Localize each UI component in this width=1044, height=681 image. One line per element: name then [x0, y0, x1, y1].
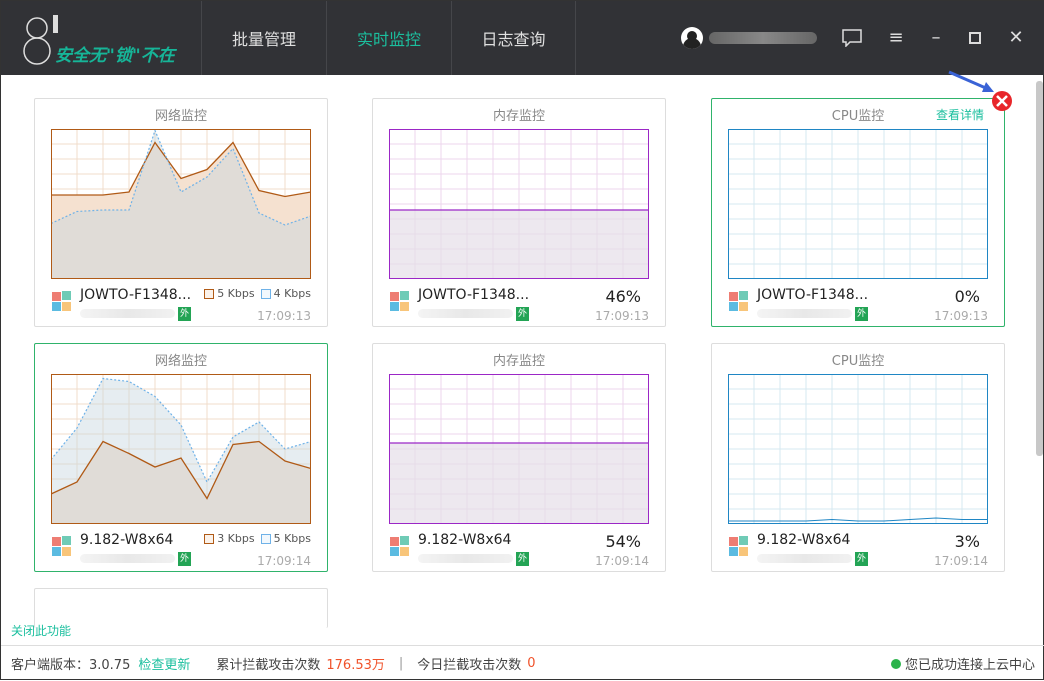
usage-percent: 3% [954, 532, 980, 551]
net-chart [51, 129, 311, 279]
timestamp: 17:09:14 [595, 554, 649, 568]
usage-percent: 46% [605, 287, 641, 306]
cpu-line [728, 517, 988, 522]
series-1-line [51, 440, 311, 500]
timestamp: 17:09:13 [595, 309, 649, 323]
windows-icon [729, 291, 749, 311]
monitor-card-mem[interactable]: 内存监控 9.182-W8x64 54% 外 17:09:14 [372, 343, 666, 572]
check-update-link[interactable]: 检查更新 [138, 658, 191, 673]
avatar [681, 27, 703, 49]
ip-blurred [80, 309, 175, 318]
scrollbar[interactable] [1036, 81, 1043, 456]
external-badge: 外 [516, 552, 529, 566]
maximize-icon[interactable] [962, 25, 988, 51]
version-label: 客户端版本：3.0.75 [11, 658, 131, 673]
card-title: CPU监控 [831, 109, 885, 124]
monitor-card-net[interactable]: 网络监控 9.182-W8x64 3 Kbps 5 Kbps 外 17:09:14 [34, 343, 328, 572]
minimize-icon[interactable]: – [931, 27, 941, 48]
chat-icon[interactable] [839, 25, 865, 51]
series-1-area [51, 441, 311, 524]
ip-blurred [418, 554, 513, 563]
today-blocked-value: 0 [527, 656, 536, 671]
card-title: CPU监控 [831, 354, 885, 369]
separator: | [398, 656, 404, 671]
ip-blurred [757, 554, 852, 563]
nav-batch-manage[interactable]: 批量管理 [201, 1, 326, 75]
mem-chart [389, 129, 649, 279]
host-name: JOWTO-F1348... [80, 287, 192, 303]
annotation-arrow-icon [948, 70, 1012, 111]
series-2-line [51, 377, 311, 484]
close-feature-link[interactable]: 关闭此功能 [11, 624, 72, 638]
logo-text: 安全无"锁"不在 [55, 46, 175, 66]
usage-percent: 54% [605, 532, 641, 551]
monitor-card-mem[interactable]: 内存监控 JOWTO-F1348... 46% 外 17:09:13 [372, 98, 666, 327]
external-badge: 外 [855, 307, 868, 321]
memory-fill [389, 443, 649, 524]
nav-log-query[interactable]: 日志查询 [451, 1, 576, 75]
external-badge: 外 [178, 552, 191, 566]
menu-icon[interactable]: ≡ [888, 27, 904, 48]
card-title: 网络监控 [154, 354, 207, 369]
lion-knocker-icon [23, 15, 58, 65]
windows-icon [729, 536, 749, 556]
series-1-area [51, 142, 311, 279]
ip-blurred [757, 309, 852, 318]
close-icon[interactable]: ✕ [1008, 27, 1024, 48]
total-blocked-label: 累计拦截攻击次数 [216, 658, 321, 673]
title-bar: 安全无"锁"不在 批量管理 实时监控 日志查询 ≡ – ✕ [1, 1, 1044, 75]
host-name: JOWTO-F1348... [757, 287, 869, 303]
connected-status-icon [890, 658, 901, 669]
series-2-area [51, 378, 311, 524]
cpu-chart [728, 374, 988, 524]
windows-icon [390, 291, 410, 311]
windows-icon [52, 291, 72, 311]
series-2-area [51, 130, 311, 279]
host-name: JOWTO-F1348... [418, 287, 530, 303]
timestamp: 17:09:14 [257, 554, 311, 568]
series-2-line [51, 129, 311, 226]
monitor-card-cpu[interactable]: CPU监控 查看详情 JOWTO-F1348... 0% 外 17:09:13 [711, 98, 1005, 327]
ip-blurred [418, 309, 513, 318]
usage-percent: 0% [954, 287, 980, 306]
total-blocked-value: 176.53万 [326, 658, 385, 673]
external-badge: 外 [178, 307, 191, 321]
timestamp: 17:09:13 [934, 309, 988, 323]
card-title: 内存监控 [492, 354, 545, 369]
timestamp: 17:09:13 [257, 309, 311, 323]
monitor-card-partial [34, 588, 328, 628]
user-account[interactable] [681, 27, 817, 49]
windows-icon [390, 536, 410, 556]
chart-legend: 5 Kbps 4 Kbps [204, 287, 311, 300]
host-name: 9.182-W8x64 [80, 532, 174, 548]
monitor-card-net[interactable]: 网络监控 JOWTO-F1348... 5 Kbps 4 Kbps 外 17:09… [34, 98, 328, 327]
connection-status: 您已成功连接上云中心 [904, 658, 1035, 673]
series-1-line [51, 141, 311, 198]
username-blurred [709, 32, 817, 44]
host-name: 9.182-W8x64 [757, 532, 851, 548]
cpu-chart [728, 129, 988, 279]
mem-chart [389, 374, 649, 524]
host-name: 9.182-W8x64 [418, 532, 512, 548]
view-details-link[interactable]: 查看详情 [935, 108, 984, 122]
ip-blurred [80, 554, 175, 563]
card-title: 内存监控 [492, 109, 545, 124]
external-badge: 外 [855, 552, 868, 566]
external-badge: 外 [516, 307, 529, 321]
chart-legend: 3 Kbps 5 Kbps [204, 532, 311, 545]
logo: 安全无"锁"不在 [19, 11, 189, 66]
status-bar: 客户端版本：3.0.75 检查更新 累计拦截攻击次数 176.53万 | 今日拦… [1, 645, 1044, 681]
today-blocked-label: 今日拦截攻击次数 [417, 658, 522, 673]
windows-icon [52, 536, 72, 556]
card-title: 网络监控 [154, 109, 207, 124]
net-chart [51, 374, 311, 524]
timestamp: 17:09:14 [934, 554, 988, 568]
monitor-card-cpu[interactable]: CPU监控 9.182-W8x64 3% 外 17:09:14 [711, 343, 1005, 572]
nav-realtime-monitor[interactable]: 实时监控 [326, 1, 451, 75]
memory-fill [389, 210, 649, 279]
